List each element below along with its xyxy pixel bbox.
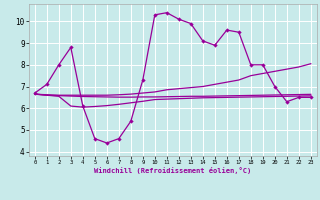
X-axis label: Windchill (Refroidissement éolien,°C): Windchill (Refroidissement éolien,°C)	[94, 167, 252, 174]
